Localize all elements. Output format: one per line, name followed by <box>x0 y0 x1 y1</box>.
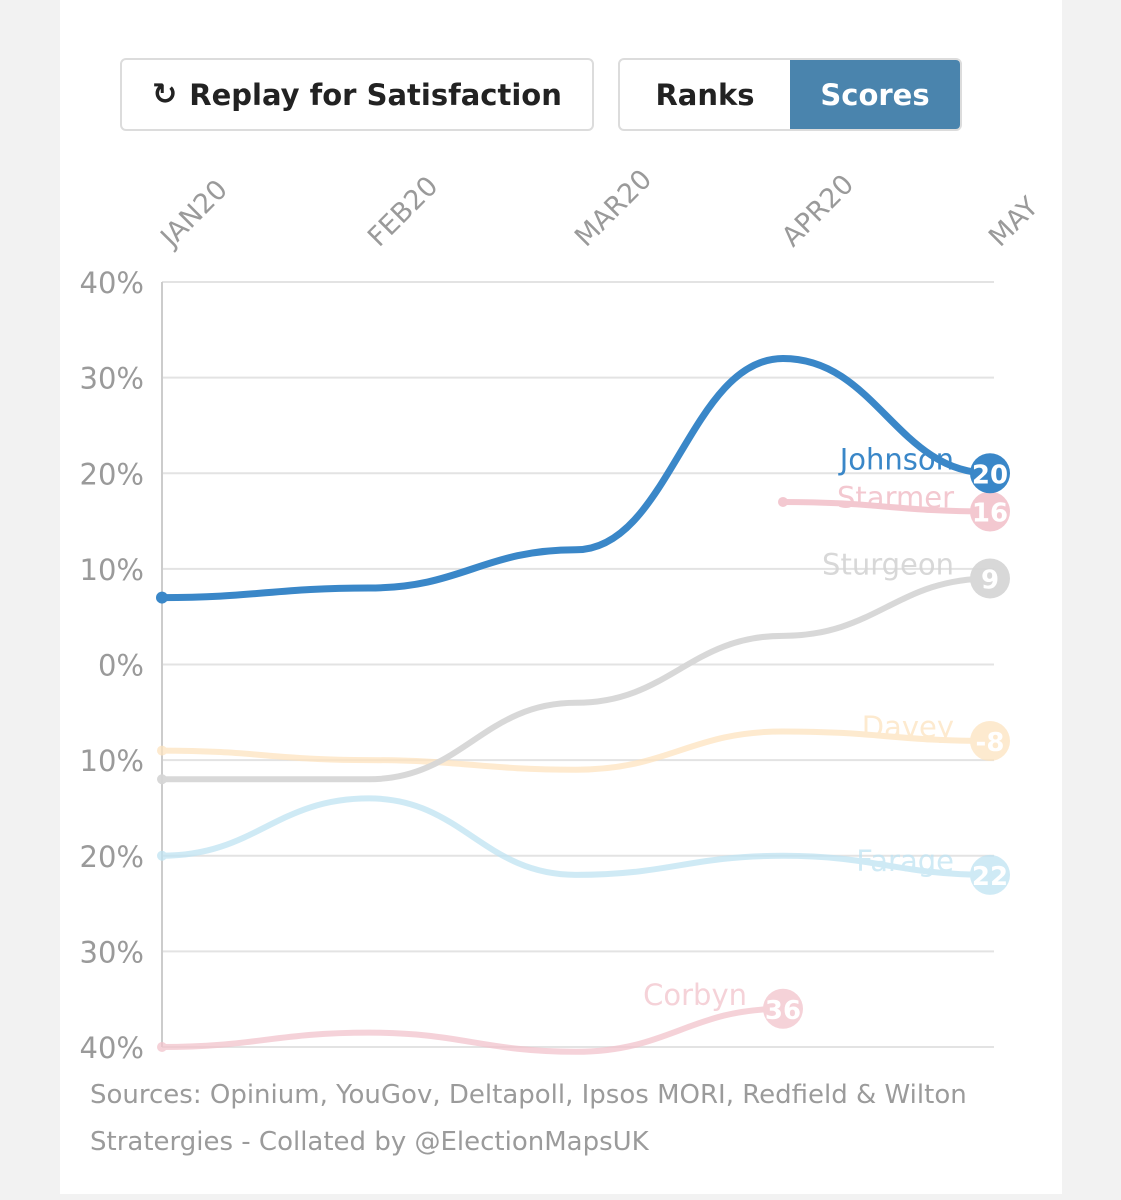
series-corbyn: 36 Corbyn <box>157 978 803 1055</box>
series-farage: 22 Farage <box>157 795 1010 895</box>
y-tick-label: 40% <box>80 1031 144 1065</box>
x-tick-label: MAY <box>983 191 1045 253</box>
series-line-farage <box>159 795 993 878</box>
x-tick-label: JAN20 <box>154 174 234 254</box>
series-name-label: Johnson <box>838 442 954 476</box>
x-tick-label: MAR20 <box>569 164 658 253</box>
y-tick-label: 30% <box>80 935 144 969</box>
chart-panel: ↻ Replay for Satisfaction Ranks Scores 4… <box>60 0 1062 1194</box>
series-start-point <box>157 850 167 861</box>
y-tick-label: 10% <box>80 744 144 778</box>
y-tick-label: 20% <box>80 457 144 491</box>
end-value-label: -8 <box>976 728 1005 758</box>
series-start-point <box>156 591 168 604</box>
view-toggle: Ranks Scores <box>618 58 962 131</box>
series-line-starmer <box>780 498 993 515</box>
end-badge-johnson <box>970 453 1010 494</box>
x-tick-label: FEB20 <box>362 171 444 253</box>
y-tick-label: 0% <box>98 649 144 683</box>
series-start-point <box>157 745 167 756</box>
end-badge-davey <box>970 721 1010 761</box>
ranks-tab[interactable]: Ranks <box>655 77 755 112</box>
y-tick-label: 40% <box>80 266 144 300</box>
end-value-label: 16 <box>972 499 1008 529</box>
end-badge-starmer <box>970 491 1010 532</box>
end-value-label: 20 <box>972 460 1008 490</box>
replay-button-label: Replay for Satisfaction <box>189 77 562 112</box>
series-name-label: Corbyn <box>643 978 747 1012</box>
series-line-davey <box>159 728 993 773</box>
replay-button[interactable]: ↻ Replay for Satisfaction <box>120 58 594 131</box>
series-starmer: 16 Starmer <box>778 481 1010 532</box>
series-name-label: Farage <box>856 844 954 878</box>
line-chart: 40% 30% 20% 10% 0% 10% 20% 30% 40% JAN20 FEB20 MAR2… <box>80 164 1045 1065</box>
series-start-point <box>157 774 167 785</box>
series-name-label: Sturgeon <box>822 547 954 581</box>
x-tick-label: APR20 <box>776 169 860 253</box>
y-tick-label: 10% <box>80 553 144 587</box>
series-name-label: Starmer <box>837 481 954 515</box>
series-sturgeon: 9 Sturgeon <box>157 547 1010 785</box>
y-tick-label: 30% <box>80 362 144 396</box>
y-tick-label: 20% <box>80 840 144 874</box>
scores-tab[interactable]: Scores <box>790 60 960 129</box>
end-badge-corbyn <box>763 988 803 1029</box>
replay-icon: ↻ <box>152 76 178 112</box>
series-line-johnson <box>158 354 994 602</box>
series-line-corbyn <box>159 1005 786 1055</box>
end-value-label: 36 <box>765 996 801 1026</box>
series-johnson: 20 Johnson <box>156 354 1010 604</box>
end-badge-farage <box>970 854 1010 895</box>
series-davey: -8 Davey <box>157 710 1010 773</box>
end-value-label: 9 <box>981 565 999 595</box>
series-name-label: Davey <box>862 710 954 744</box>
end-badge-sturgeon <box>970 558 1010 599</box>
sources-note: Sources: Opinium, YouGov, Deltapoll, Ips… <box>90 1080 967 1157</box>
series-line-sturgeon <box>159 575 993 783</box>
series-start-point <box>157 1042 167 1052</box>
series-start-point <box>778 496 788 507</box>
end-value-label: 22 <box>972 862 1008 892</box>
